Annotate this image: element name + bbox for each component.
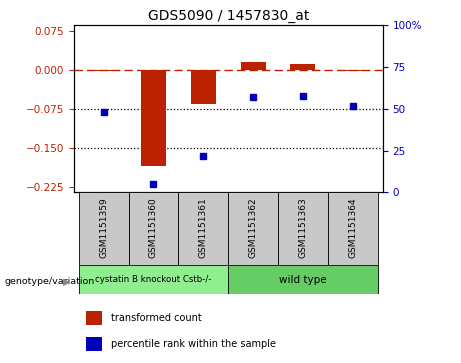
Text: transformed count: transformed count (111, 313, 201, 323)
Text: wild type: wild type (279, 274, 327, 285)
Text: genotype/variation: genotype/variation (5, 277, 95, 286)
Text: ▶: ▶ (63, 276, 71, 286)
FancyBboxPatch shape (228, 192, 278, 265)
FancyBboxPatch shape (178, 192, 228, 265)
FancyBboxPatch shape (79, 192, 129, 265)
Text: cystatin B knockout Cstb-/-: cystatin B knockout Cstb-/- (95, 275, 212, 284)
Text: GSM1151364: GSM1151364 (348, 197, 357, 258)
Bar (86, 311, 101, 325)
Text: GSM1151363: GSM1151363 (298, 197, 307, 258)
Bar (191, 70, 216, 104)
Text: percentile rank within the sample: percentile rank within the sample (111, 339, 276, 349)
FancyBboxPatch shape (328, 192, 378, 265)
Bar (290, 64, 315, 70)
Text: GSM1151362: GSM1151362 (248, 197, 258, 258)
Bar (141, 70, 166, 166)
FancyBboxPatch shape (228, 265, 378, 294)
Text: GSM1151359: GSM1151359 (99, 197, 108, 258)
FancyBboxPatch shape (129, 192, 178, 265)
Bar (241, 62, 266, 70)
Text: GSM1151361: GSM1151361 (199, 197, 208, 258)
FancyBboxPatch shape (278, 192, 328, 265)
Bar (86, 337, 101, 351)
Bar (91, 70, 116, 71)
Text: GSM1151360: GSM1151360 (149, 197, 158, 258)
Bar (340, 70, 365, 71)
Title: GDS5090 / 1457830_at: GDS5090 / 1457830_at (148, 9, 309, 23)
FancyBboxPatch shape (79, 265, 228, 294)
